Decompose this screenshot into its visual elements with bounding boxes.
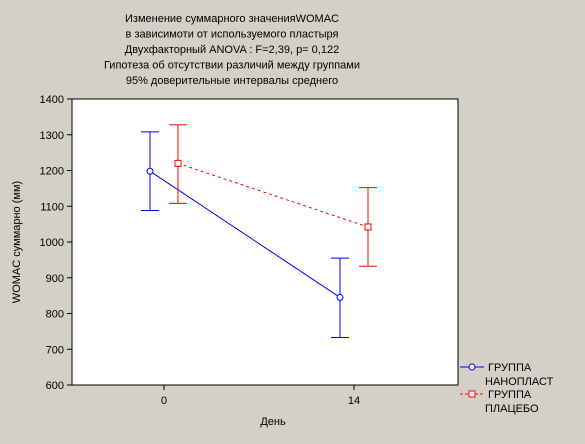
y-tick-label: 1200 xyxy=(40,166,64,178)
plot-area xyxy=(71,98,459,386)
title-line: 95% доверительные интервалы среднего xyxy=(126,75,338,87)
data-point xyxy=(174,159,182,167)
y-tick-label: 700 xyxy=(46,344,64,356)
series-line xyxy=(149,170,341,298)
y-tick-label: 1000 xyxy=(40,237,64,249)
title-line: Гипотеза об отсутствии различий между гр… xyxy=(104,60,360,72)
y-axis: 600 700 800 900 1000 1100 1200 1300 1400 xyxy=(40,94,72,392)
x-axis: 0 14 xyxy=(161,385,360,407)
y-tick-label: 1300 xyxy=(40,130,64,142)
y-tick-label: 800 xyxy=(46,309,64,321)
x-tick-label: 14 xyxy=(348,395,360,407)
x-tick-label: 0 xyxy=(161,395,167,407)
x-axis-label: День xyxy=(260,416,286,428)
y-axis-label: WOMAC суммарно (мм) xyxy=(11,181,23,303)
legend-label: НАНОПЛАСТ xyxy=(485,376,554,388)
data-point xyxy=(146,167,154,175)
series-layer xyxy=(141,124,377,338)
legend-marker xyxy=(468,390,476,398)
chart-title: Изменение суммарного значенияWOMAC в зави… xyxy=(104,13,360,87)
title-line: в зависимоти от используемого пластыря xyxy=(126,29,339,41)
legend-label: ГРУППА xyxy=(488,362,532,374)
title-line: Двухфакторный ANOVA : F=2,39, p= 0,122 xyxy=(125,44,339,56)
data-point xyxy=(336,293,344,301)
legend-label: ГРУППА xyxy=(488,389,532,401)
legend-label: ПЛАЦЕБО xyxy=(485,403,539,415)
series-nanoplast xyxy=(141,131,349,338)
y-tick-label: 1400 xyxy=(40,94,64,106)
data-point xyxy=(364,223,372,231)
series-placebo xyxy=(169,124,377,267)
y-tick-label: 1100 xyxy=(40,201,64,213)
legend-marker xyxy=(468,363,476,371)
title-line: Изменение суммарного значенияWOMAC xyxy=(125,13,339,25)
y-tick-label: 900 xyxy=(46,273,64,285)
y-tick-label: 600 xyxy=(46,380,64,392)
